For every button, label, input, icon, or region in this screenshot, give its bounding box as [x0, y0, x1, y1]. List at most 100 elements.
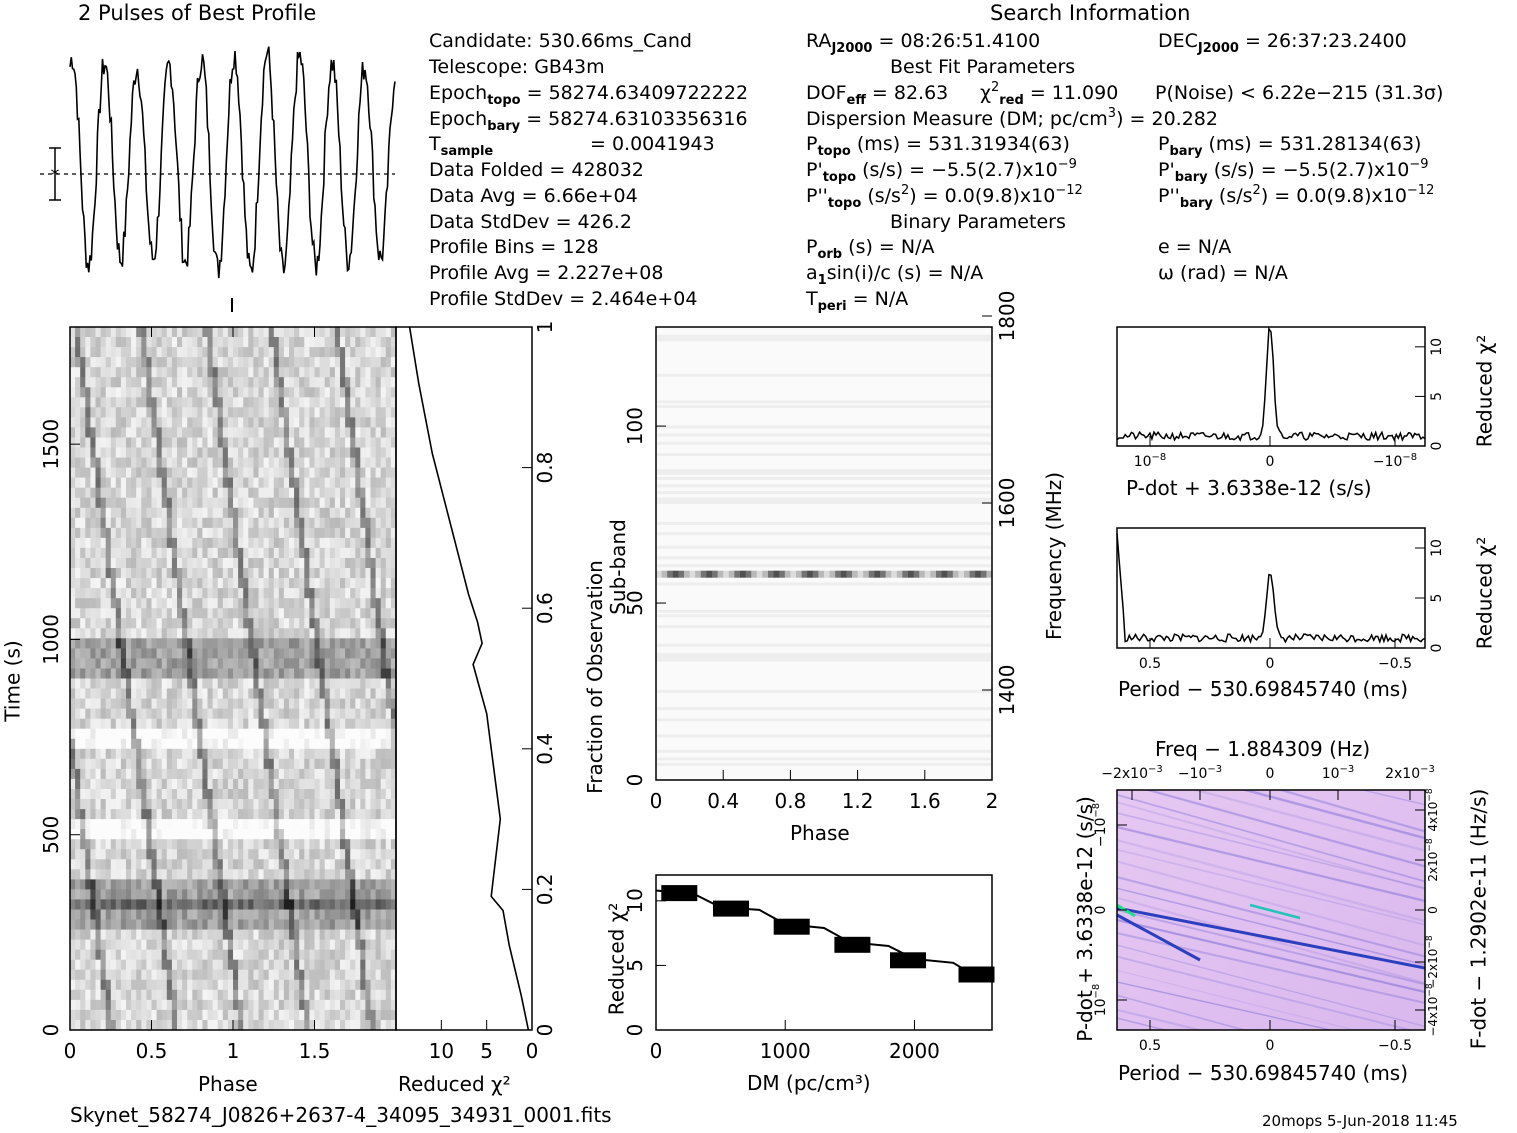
timephase-cell: [120, 618, 127, 629]
timephase-cell: [161, 768, 168, 780]
timephase-cell: [156, 1020, 163, 1031]
timephase-cell: [314, 929, 320, 940]
subband-xlabel: Phase: [790, 821, 850, 845]
timephase-cell: [110, 618, 117, 629]
timephase-cell: [212, 728, 219, 740]
timephase-cell: [202, 949, 208, 961]
timephase-cell: [278, 517, 285, 529]
timephase-cell: [385, 608, 392, 619]
timephase-cell: [370, 638, 376, 649]
timephase-cell: [299, 748, 305, 760]
timephase-cell: [304, 919, 310, 930]
timephase-cell: [227, 879, 234, 890]
timephase-cell: [217, 377, 224, 388]
subband-faint-row: [656, 373, 992, 377]
timephase-cell: [319, 849, 326, 860]
timephase-cell: [70, 537, 76, 549]
subband-faint-row: [656, 441, 992, 445]
timephase-cell: [273, 628, 280, 639]
timephase-cell: [294, 618, 300, 629]
timephase-cell: [197, 929, 203, 940]
timephase-cell: [380, 357, 387, 368]
timephase-cell: [131, 869, 137, 880]
timephase-cell: [390, 678, 397, 689]
timephase-cell: [309, 578, 315, 589]
timephase-cell: [299, 407, 305, 418]
timephase-cell: [105, 638, 112, 649]
timephase-cell: [202, 889, 208, 900]
timephase-cell: [192, 959, 198, 971]
timephase-cell: [385, 799, 392, 810]
timephase-cell: [263, 628, 270, 639]
timephase-cell: [75, 507, 81, 519]
timephase-cell: [350, 628, 356, 639]
timephase-cell: [299, 598, 305, 609]
timephase-cell: [273, 929, 280, 940]
timephase-cell: [141, 718, 147, 730]
timephase-cell: [340, 738, 346, 750]
timephase-cell: [212, 969, 219, 981]
best-fit-title: Best Fit Parameters: [890, 56, 1076, 78]
timephase-cell: [253, 979, 259, 991]
timephase-cell: [355, 467, 361, 478]
timephase-cell: [80, 698, 86, 709]
timephase-cell: [345, 758, 351, 770]
timephase-cell: [227, 1020, 234, 1031]
timephase-cell: [80, 909, 86, 920]
timephase-cell: [319, 367, 326, 378]
timephase-cell: [268, 447, 275, 458]
timephase-cell: [273, 999, 280, 1011]
timephase-cell: [90, 598, 96, 609]
timephase-cell: [202, 738, 208, 750]
timephase-cell: [390, 758, 397, 770]
timephase-cell: [146, 899, 152, 910]
timephase-cell: [100, 377, 107, 388]
timephase-cell: [299, 839, 305, 850]
timephase-cell: [319, 819, 326, 830]
timephase-cell: [115, 869, 122, 880]
timephase-cell: [350, 738, 356, 750]
timephase-cell: [314, 768, 320, 780]
timephase-cell: [365, 327, 371, 338]
timephase-cell: [370, 678, 376, 689]
timephase-cell: [222, 859, 229, 870]
timephase-cell: [345, 628, 351, 639]
timephase-cell: [380, 879, 387, 890]
timephase-cell: [212, 819, 219, 830]
period-ytick-label: 0: [1429, 644, 1445, 653]
timephase-cell: [100, 648, 107, 659]
timephase-cell: [309, 327, 315, 338]
timephase-cell: [227, 678, 234, 689]
timephase-cell: [95, 337, 101, 348]
timephase-cell: [294, 959, 300, 971]
timephase-cell: [278, 658, 285, 669]
timephase-cell: [233, 497, 239, 509]
timephase-cell: [329, 799, 336, 810]
timephase-cell: [177, 337, 183, 348]
timephase-cell: [263, 869, 270, 880]
timephase-cell: [345, 708, 351, 719]
timephase-cell: [355, 869, 361, 880]
timephase-cell: [258, 628, 264, 639]
timephase-cell: [156, 558, 163, 569]
pdot-xtick-label: 10−8: [1134, 452, 1167, 470]
fraction-xtick-label: 5: [480, 1039, 493, 1063]
timephase-cell: [283, 1009, 290, 1021]
epoch-bary-value: = 58274.63103356316: [520, 108, 748, 130]
timephase-cell: [360, 758, 366, 770]
timephase-cell: [207, 929, 213, 940]
timephase-cell: [115, 437, 122, 448]
timephase-cell: [192, 578, 198, 589]
timephase-cell: [238, 497, 244, 509]
timephase-cell: [212, 899, 219, 910]
timephase-cell: [192, 357, 198, 368]
timephase-cell: [187, 578, 193, 589]
timephase-cell: [268, 728, 275, 740]
timephase-cell: [202, 638, 208, 649]
timephase-cell: [258, 527, 264, 539]
timephase-cell: [345, 437, 351, 448]
ppdot-streak: [1117, 793, 1425, 883]
timephase-cell: [227, 397, 234, 408]
timephase-cell: [192, 568, 198, 579]
timephase-cell: [110, 889, 117, 900]
